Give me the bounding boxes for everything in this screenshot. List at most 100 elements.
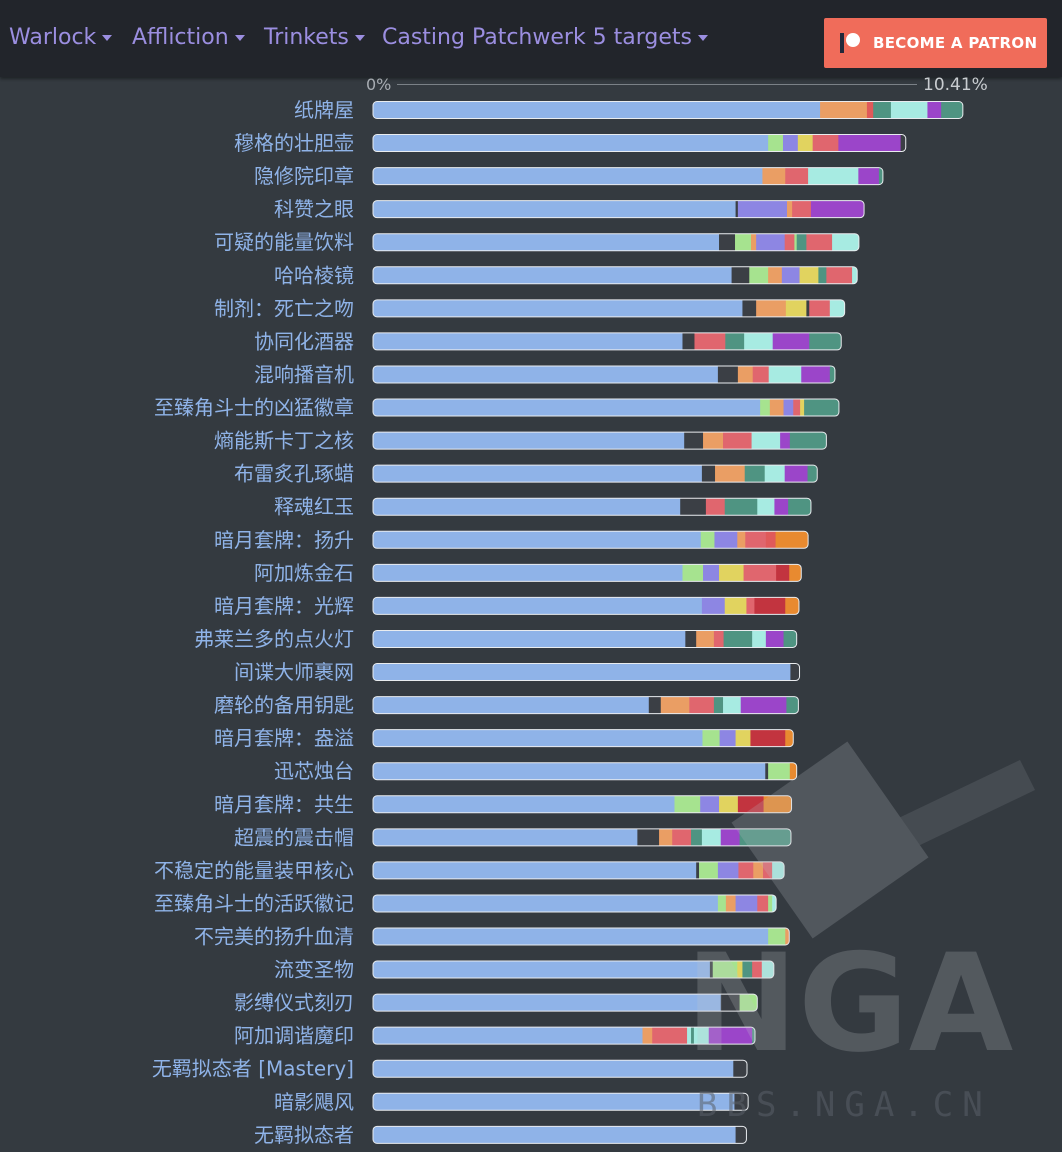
bar-row[interactable]: 暗影飓风: [274, 1090, 749, 1114]
bar-segment[interactable]: [786, 200, 793, 218]
bar-segment[interactable]: [373, 961, 711, 979]
bar-segment[interactable]: [738, 861, 754, 879]
bar-segment[interactable]: [373, 828, 638, 846]
bar-segment[interactable]: [694, 332, 726, 350]
bar-segment[interactable]: [719, 564, 744, 582]
bar-segment[interactable]: [373, 762, 766, 780]
bar-segment[interactable]: [682, 564, 704, 582]
bar-segment[interactable]: [660, 696, 690, 714]
bar-segment[interactable]: [832, 233, 859, 251]
bar-segment[interactable]: [783, 630, 798, 648]
bar-segment[interactable]: [757, 498, 775, 516]
bar-segment[interactable]: [785, 928, 790, 945]
bar-segment[interactable]: [737, 200, 788, 218]
bar-segment[interactable]: [717, 894, 727, 912]
bar-segment[interactable]: [700, 795, 720, 813]
bar-segment[interactable]: [680, 498, 707, 516]
bar-segment[interactable]: [772, 894, 777, 912]
bar-segment[interactable]: [737, 961, 743, 979]
bar-segment[interactable]: [693, 1027, 710, 1045]
bar-row[interactable]: 暗月套牌：扬升: [214, 528, 809, 552]
bar-row[interactable]: 暗月套牌：共生: [214, 792, 793, 816]
bar-segment[interactable]: [737, 531, 746, 549]
bar-segment[interactable]: [866, 101, 874, 119]
bar-segment[interactable]: [765, 531, 776, 549]
bar-segment[interactable]: [743, 564, 777, 582]
bar-segment[interactable]: [687, 1027, 692, 1045]
bar-segment[interactable]: [373, 630, 686, 648]
bar-segment[interactable]: [373, 1126, 736, 1144]
bar-segment[interactable]: [806, 233, 833, 251]
bar-segment[interactable]: [725, 332, 745, 350]
bar-segment[interactable]: [737, 795, 764, 813]
bar-segment[interactable]: [709, 961, 714, 979]
bar-row[interactable]: 隐修院印章: [254, 164, 884, 188]
bar-segment[interactable]: [373, 994, 722, 1012]
bar-segment[interactable]: [723, 696, 742, 714]
bar-row[interactable]: 熵能斯卡丁之核: [214, 429, 827, 453]
bar-row[interactable]: 科赞之眼: [274, 197, 865, 221]
bar-segment[interactable]: [682, 332, 695, 350]
bar-segment[interactable]: [373, 432, 685, 450]
bar-segment[interactable]: [719, 729, 736, 747]
nav-trinkets-dropdown[interactable]: Trinkets: [264, 22, 365, 54]
bar-segment[interactable]: [768, 928, 786, 945]
bar-segment[interactable]: [696, 861, 700, 879]
bar-segment[interactable]: [806, 299, 810, 317]
bar-segment[interactable]: [373, 332, 683, 350]
bar-segment[interactable]: [793, 399, 801, 417]
bar-segment[interactable]: [691, 1027, 695, 1045]
bar-segment[interactable]: [742, 299, 757, 317]
bar-segment[interactable]: [818, 266, 827, 284]
bar-segment[interactable]: [785, 167, 809, 185]
bar-segment[interactable]: [784, 465, 808, 483]
bar-row[interactable]: 迅芯烛台: [274, 759, 798, 783]
bar-row[interactable]: 纸牌屋: [294, 98, 964, 122]
bar-segment[interactable]: [785, 729, 794, 747]
bar-segment[interactable]: [809, 332, 842, 350]
bar-segment[interactable]: [373, 928, 769, 945]
bar-segment[interactable]: [789, 762, 797, 780]
bar-segment[interactable]: [774, 498, 789, 516]
bar-segment[interactable]: [637, 828, 660, 846]
bar-segment[interactable]: [696, 630, 715, 648]
bar-segment[interactable]: [873, 101, 892, 119]
bar-row[interactable]: 布雷炙孔琢蜡: [234, 462, 818, 486]
bar-segment[interactable]: [373, 167, 763, 185]
bar-segment[interactable]: [768, 365, 802, 383]
bar-segment[interactable]: [782, 134, 799, 152]
bar-row[interactable]: 可疑的能量饮料: [214, 230, 860, 254]
bar-segment[interactable]: [733, 1060, 748, 1078]
bar-segment[interactable]: [739, 994, 758, 1012]
bar-row[interactable]: 至臻角斗士的活跃徽记: [154, 891, 777, 915]
bar-segment[interactable]: [373, 299, 743, 317]
bar-segment[interactable]: [373, 1093, 735, 1111]
bar-segment[interactable]: [792, 200, 812, 218]
bar-segment[interactable]: [659, 828, 673, 846]
bar-segment[interactable]: [761, 961, 774, 979]
bar-segment[interactable]: [772, 332, 810, 350]
bar-segment[interactable]: [717, 861, 739, 879]
bar-segment[interactable]: [829, 365, 836, 383]
bar-segment[interactable]: [775, 531, 809, 549]
bar-segment[interactable]: [829, 299, 845, 317]
bar-segment[interactable]: [373, 729, 703, 747]
bar-segment[interactable]: [753, 861, 764, 879]
bar-segment[interactable]: [768, 134, 784, 152]
bar-segment[interactable]: [890, 101, 928, 119]
bar-row[interactable]: 协同化酒器: [254, 329, 842, 353]
bar-row[interactable]: 暗月套牌：盎溢: [214, 726, 794, 750]
bar-row[interactable]: 不完美的扬升血清: [194, 925, 790, 949]
bar-segment[interactable]: [648, 696, 662, 714]
bar-segment[interactable]: [735, 200, 739, 218]
bar-segment[interactable]: [734, 1093, 749, 1111]
bar-segment[interactable]: [719, 795, 739, 813]
bar-segment[interactable]: [809, 299, 831, 317]
bar-segment[interactable]: [788, 498, 811, 516]
bar-segment[interactable]: [749, 266, 769, 284]
bar-segment[interactable]: [804, 399, 839, 417]
bar-row[interactable]: 至臻角斗士的凶猛徽章: [154, 396, 840, 420]
bar-segment[interactable]: [776, 564, 790, 582]
bar-segment[interactable]: [808, 167, 859, 185]
bar-segment[interactable]: [652, 1027, 688, 1045]
